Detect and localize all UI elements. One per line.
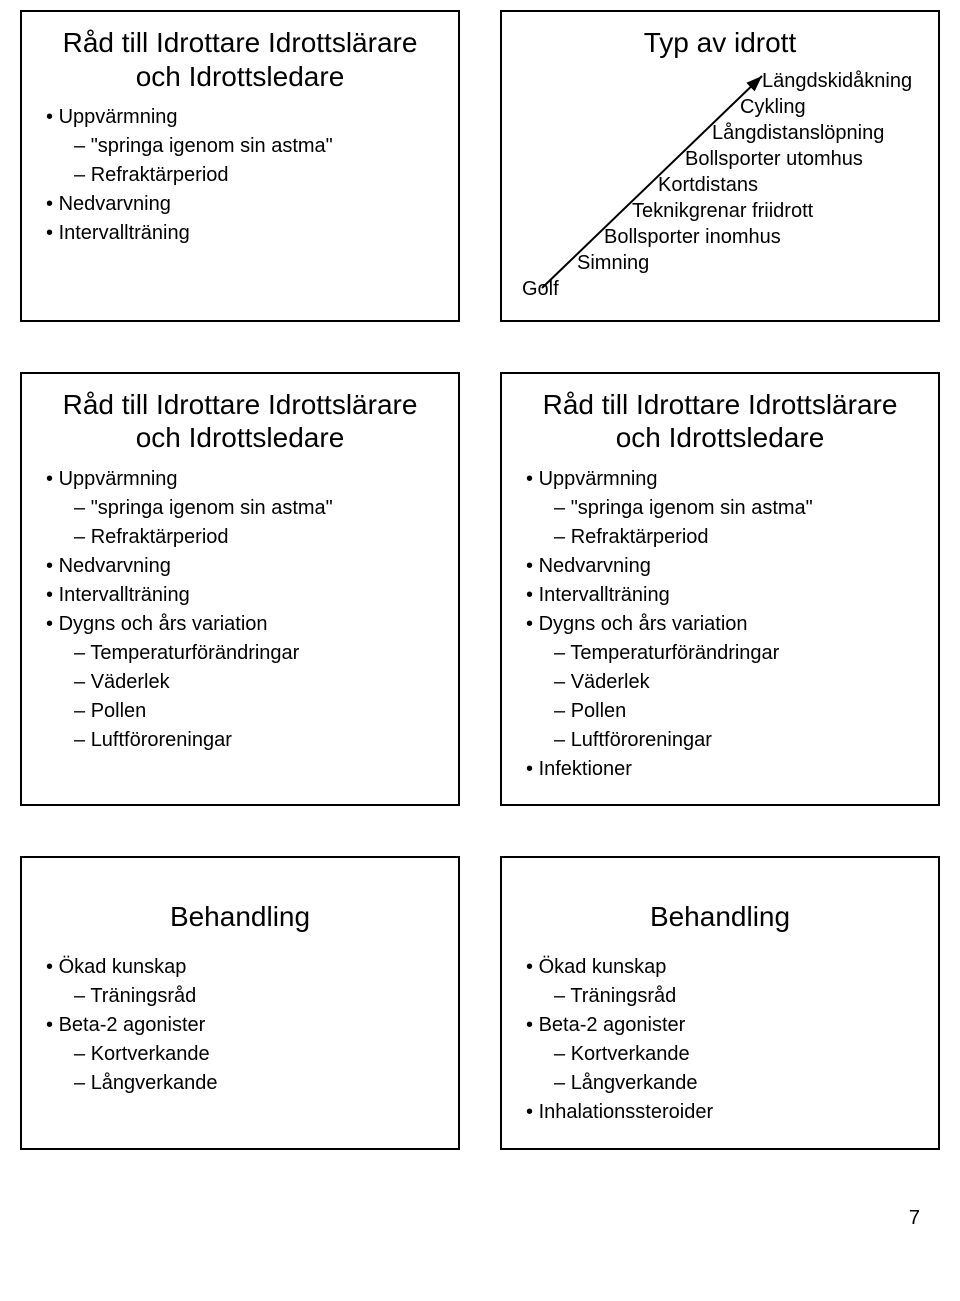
sport-item: Simning <box>577 252 649 275</box>
sub-bullet: Kortverkande <box>42 1040 438 1069</box>
sub-bullet: Träningsråd <box>522 982 918 1011</box>
bullet: Uppvärmning <box>42 465 438 494</box>
title-line-1: Råd till Idrottare Idrottslärare <box>63 389 418 420</box>
sub-bullet: Temperaturförändringar <box>522 639 918 668</box>
sub-bullet: Luftföroreningar <box>522 726 918 755</box>
sub-bullet: Pollen <box>522 697 918 726</box>
title-line-1: Råd till Idrottare Idrottslärare <box>63 27 418 58</box>
sub-bullet: "springa igenom sin astma" <box>522 494 918 523</box>
sport-item: Teknikgrenar friidrott <box>632 200 813 223</box>
bullet: Inhalationssteroider <box>522 1098 918 1127</box>
sub-bullet: "springa igenom sin astma" <box>42 132 438 161</box>
slide-treatment-1: Behandling Ökad kunskap Träningsråd Beta… <box>20 856 460 1151</box>
slide-title: Typ av idrott <box>522 26 918 60</box>
slide-content: Uppvärmning "springa igenom sin astma" R… <box>42 103 438 248</box>
slide-content: Uppvärmning "springa igenom sin astma" R… <box>42 465 438 755</box>
sub-bullet: Väderlek <box>522 668 918 697</box>
sub-bullet: "springa igenom sin astma" <box>42 494 438 523</box>
bullet: Beta-2 agonister <box>522 1011 918 1040</box>
row-2: Råd till Idrottare Idrottslärare och Idr… <box>20 372 940 806</box>
slide-sport-type: Typ av idrott Längdskidåkning Cykling Lå… <box>500 10 940 322</box>
bullet: Nedvarvning <box>42 190 438 219</box>
bullet: Intervallträning <box>42 581 438 610</box>
bullet: Dygns och års variation <box>42 610 438 639</box>
title-line-1: Råd till Idrottare Idrottslärare <box>543 389 898 420</box>
sub-bullet: Väderlek <box>42 668 438 697</box>
sub-bullet: Refraktärperiod <box>522 523 918 552</box>
slide-advice-3: Råd till Idrottare Idrottslärare och Idr… <box>500 372 940 806</box>
bullet: Ökad kunskap <box>522 953 918 982</box>
bullet: Dygns och års variation <box>522 610 918 639</box>
slide-advice-2: Råd till Idrottare Idrottslärare och Idr… <box>20 372 460 806</box>
title-line-2: och Idrottsledare <box>136 422 345 453</box>
sub-bullet: Pollen <box>42 697 438 726</box>
sub-bullet: Refraktärperiod <box>42 161 438 190</box>
slide-advice-1: Råd till Idrottare Idrottslärare och Idr… <box>20 10 460 322</box>
bullet: Uppvärmning <box>522 465 918 494</box>
sport-item: Längdskidåkning <box>762 70 912 93</box>
slide-treatment-2: Behandling Ökad kunskap Träningsråd Beta… <box>500 856 940 1151</box>
bullet: Uppvärmning <box>42 103 438 132</box>
sport-item: Bollsporter inomhus <box>604 226 781 249</box>
sub-bullet: Refraktärperiod <box>42 523 438 552</box>
sub-bullet: Träningsråd <box>42 982 438 1011</box>
bullet: Nedvarvning <box>42 552 438 581</box>
row-1: Råd till Idrottare Idrottslärare och Idr… <box>20 10 940 322</box>
sport-diagram: Längdskidåkning Cykling Långdistanslöpni… <box>522 70 918 300</box>
sport-item: Golf <box>522 278 559 301</box>
slide-title: Råd till Idrottare Idrottslärare och Idr… <box>42 388 438 455</box>
sub-bullet: Kortverkande <box>522 1040 918 1069</box>
slide-content: Ökad kunskap Träningsråd Beta-2 agoniste… <box>522 953 918 1127</box>
sub-bullet: Luftföroreningar <box>42 726 438 755</box>
bullet: Beta-2 agonister <box>42 1011 438 1040</box>
sub-bullet: Långverkande <box>42 1069 438 1098</box>
bullet: Infektioner <box>522 755 918 784</box>
bullet: Intervallträning <box>522 581 918 610</box>
sport-item: Långdistanslöpning <box>712 122 884 145</box>
slide-title: Behandling <box>522 900 918 934</box>
slide-content: Uppvärmning "springa igenom sin astma" R… <box>522 465 918 784</box>
page-number: 7 <box>909 1207 920 1230</box>
sport-item: Cykling <box>740 96 806 119</box>
bullet: Nedvarvning <box>522 552 918 581</box>
sub-bullet: Temperaturförändringar <box>42 639 438 668</box>
sport-item: Bollsporter utomhus <box>685 148 863 171</box>
sport-item: Kortdistans <box>658 174 758 197</box>
title-line-2: och Idrottsledare <box>136 61 345 92</box>
row-3: Behandling Ökad kunskap Träningsråd Beta… <box>20 856 940 1151</box>
slide-title: Råd till Idrottare Idrottslärare och Idr… <box>522 388 918 455</box>
slide-content: Ökad kunskap Träningsråd Beta-2 agoniste… <box>42 953 438 1098</box>
sub-bullet: Långverkande <box>522 1069 918 1098</box>
bullet: Ökad kunskap <box>42 953 438 982</box>
page: Råd till Idrottare Idrottslärare och Idr… <box>0 0 960 1240</box>
title-line-2: och Idrottsledare <box>616 422 825 453</box>
slide-title: Råd till Idrottare Idrottslärare och Idr… <box>42 26 438 93</box>
slide-title: Behandling <box>42 900 438 934</box>
bullet: Intervallträning <box>42 219 438 248</box>
